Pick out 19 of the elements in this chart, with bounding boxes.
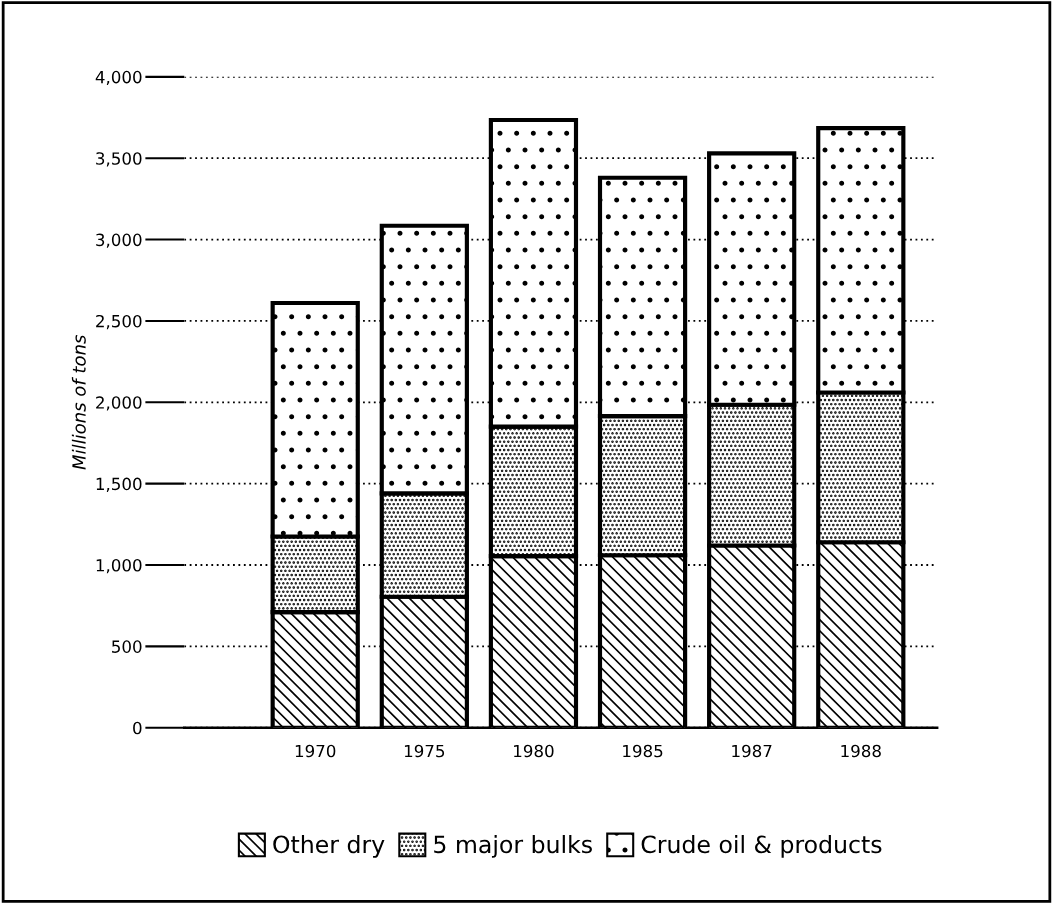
y-tick-label: 500 bbox=[112, 640, 142, 653]
x-tick-label: 1985 bbox=[623, 744, 663, 758]
y-tick-label: 0 bbox=[133, 721, 142, 735]
y-tick-label: 3,000 bbox=[96, 233, 142, 248]
x-tick-label: 1988 bbox=[841, 744, 881, 758]
y-tick-label: 2,500 bbox=[96, 314, 142, 330]
y-tick-label: 3,500 bbox=[96, 152, 142, 167]
x-tick-label: 1980 bbox=[514, 744, 554, 758]
legend-label: Crude oil & products bbox=[641, 835, 882, 858]
x-tick-label: 1970 bbox=[295, 744, 336, 758]
y-tick-label: 2,000 bbox=[96, 396, 142, 411]
x-tick-label: 1975 bbox=[404, 744, 445, 758]
legend-label: 5 major bulks bbox=[434, 835, 592, 858]
legend-label: Other dry bbox=[273, 835, 385, 858]
y-tick-label: 1,000 bbox=[96, 558, 142, 574]
x-tick-label: 1987 bbox=[732, 744, 772, 758]
y-axis-title: Millions of tons bbox=[71, 334, 86, 470]
y-tick-label: 1,500 bbox=[96, 477, 142, 492]
y-tick-label: 4,000 bbox=[95, 70, 142, 86]
